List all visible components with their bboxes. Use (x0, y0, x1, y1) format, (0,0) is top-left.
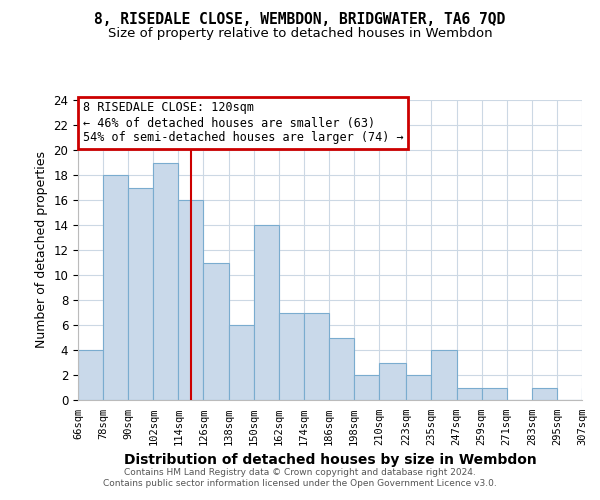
Bar (229, 325, 254, 400)
Bar (203, 262, 229, 400)
Bar (153, 162, 178, 400)
Bar (103, 175, 128, 400)
Bar (78, 350, 103, 400)
Bar (279, 312, 304, 400)
Bar (582, 388, 600, 400)
Text: Contains HM Land Registry data © Crown copyright and database right 2024.
Contai: Contains HM Land Registry data © Crown c… (103, 468, 497, 487)
Bar (254, 225, 279, 400)
Bar (379, 362, 406, 400)
Bar (329, 338, 354, 400)
Bar (128, 188, 153, 400)
Bar (178, 200, 203, 400)
Bar (304, 312, 329, 400)
Bar (406, 375, 431, 400)
Text: Size of property relative to detached houses in Wembdon: Size of property relative to detached ho… (107, 28, 493, 40)
Bar (431, 350, 457, 400)
Y-axis label: Number of detached properties: Number of detached properties (35, 152, 48, 348)
X-axis label: Distribution of detached houses by size in Wembdon: Distribution of detached houses by size … (124, 454, 536, 468)
Text: 8 RISEDALE CLOSE: 120sqm
← 46% of detached houses are smaller (63)
54% of semi-d: 8 RISEDALE CLOSE: 120sqm ← 46% of detach… (83, 102, 404, 144)
Bar (354, 375, 379, 400)
Bar (532, 388, 557, 400)
Bar (482, 388, 507, 400)
Bar (457, 388, 482, 400)
Text: 8, RISEDALE CLOSE, WEMBDON, BRIDGWATER, TA6 7QD: 8, RISEDALE CLOSE, WEMBDON, BRIDGWATER, … (94, 12, 506, 28)
